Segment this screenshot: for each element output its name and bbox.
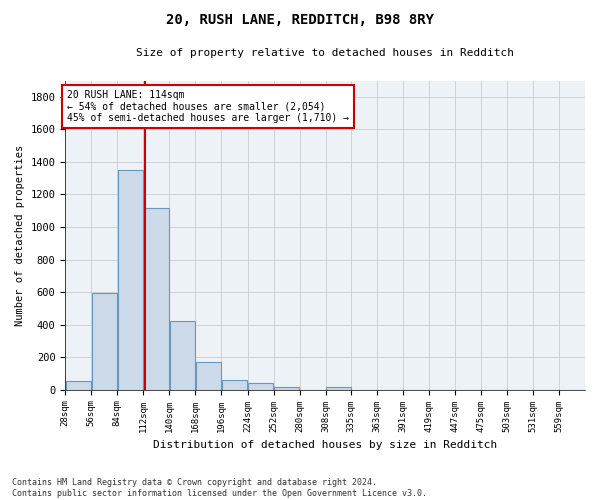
Bar xyxy=(248,383,274,390)
Text: 20, RUSH LANE, REDDITCH, B98 8RY: 20, RUSH LANE, REDDITCH, B98 8RY xyxy=(166,12,434,26)
Bar xyxy=(274,388,299,390)
Bar xyxy=(92,293,117,390)
Title: Size of property relative to detached houses in Redditch: Size of property relative to detached ho… xyxy=(136,48,514,58)
Bar xyxy=(222,380,247,390)
Bar xyxy=(196,362,221,390)
Text: 20 RUSH LANE: 114sqm
← 54% of detached houses are smaller (2,054)
45% of semi-de: 20 RUSH LANE: 114sqm ← 54% of detached h… xyxy=(67,90,349,124)
Bar xyxy=(143,208,169,390)
Bar xyxy=(170,320,195,390)
Bar xyxy=(118,170,143,390)
Y-axis label: Number of detached properties: Number of detached properties xyxy=(15,144,25,326)
Text: Contains HM Land Registry data © Crown copyright and database right 2024.
Contai: Contains HM Land Registry data © Crown c… xyxy=(12,478,427,498)
Bar xyxy=(65,380,91,390)
X-axis label: Distribution of detached houses by size in Redditch: Distribution of detached houses by size … xyxy=(153,440,497,450)
Bar xyxy=(326,388,352,390)
